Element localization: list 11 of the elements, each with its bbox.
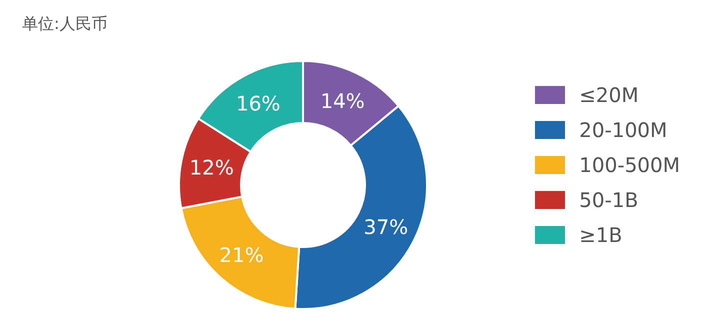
data-label: 12%: [189, 156, 234, 180]
data-label: 14%: [320, 88, 365, 113]
data-label: 16%: [236, 92, 280, 116]
data-label: 21%: [219, 242, 264, 267]
legend-label: ≤20M: [579, 82, 639, 106]
legend-label: 100-500M: [579, 152, 680, 176]
legend-label: 50-1B: [579, 188, 638, 212]
legend-label: 20-100M: [579, 118, 668, 142]
data-label: 37%: [364, 215, 408, 240]
chart-title: 单位:人民币: [22, 14, 108, 35]
legend-label: ≥1B: [579, 222, 622, 246]
